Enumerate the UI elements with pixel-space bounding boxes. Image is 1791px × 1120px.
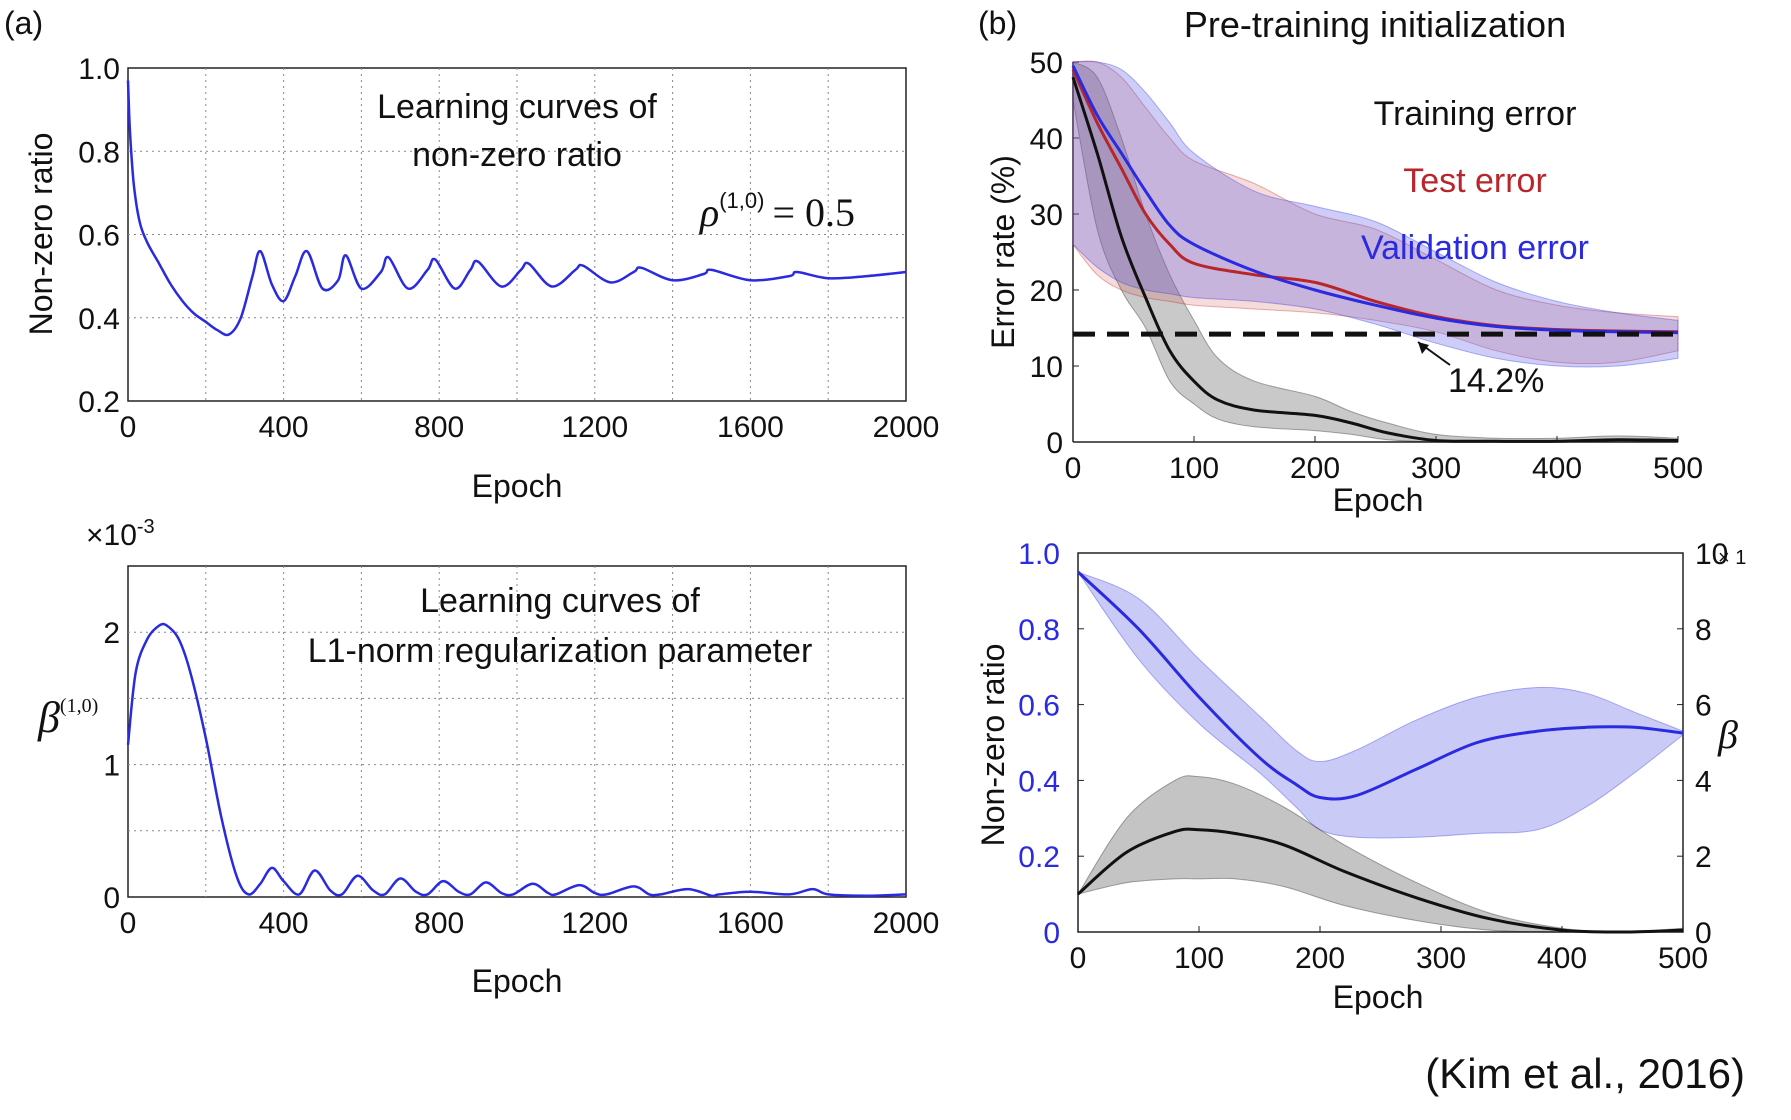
- chart-error-rate-b: 0 100 200 300 400 500 0 10 20 30 40 50 14.2% Pre-trai…: [985, 4, 1703, 518]
- y-axis-label: Error rate (%): [985, 155, 1021, 349]
- y-axis-label-left: Non-zero ratio: [975, 644, 1011, 847]
- rho-symbol: ρ: [698, 190, 719, 235]
- legend-label-1: Test error: [1403, 162, 1547, 200]
- y-tick-label: 50: [1030, 47, 1063, 80]
- x-tick-label: 400: [1537, 942, 1587, 975]
- y-tick-label-left: 0.4: [1018, 765, 1060, 798]
- confidence-band-nonzero: [1076, 570, 1684, 839]
- x-tick-label: 0: [1065, 452, 1082, 485]
- y-axis-label-right: β: [1717, 712, 1738, 757]
- legend-label-2: Validation error: [1361, 229, 1589, 267]
- y-tick-label-left: 0.2: [1018, 841, 1060, 874]
- y-tick-label: 1.0: [78, 53, 120, 86]
- chart-beta-a: 0 400 800 1200 1600 2000 0 1 2 Learning curves of…: [37, 516, 939, 999]
- y-tick-label-left: 1.0: [1018, 538, 1060, 571]
- series-line-nonzero-ratio: [126, 80, 907, 337]
- x-tick-label: 300: [1416, 942, 1466, 975]
- y-tick-label-right: 6: [1695, 690, 1712, 723]
- y-tick-label-right: 4: [1695, 765, 1712, 798]
- beta-superscript: (1,0): [60, 695, 98, 717]
- series-line-beta: [126, 622, 907, 898]
- y-tick-label: 40: [1030, 123, 1063, 156]
- y-tick-label-left: 0: [1043, 917, 1060, 950]
- x-tick-label: 1600: [717, 907, 784, 940]
- rho-superscript: (1,0): [719, 188, 764, 213]
- x-tick-label: 200: [1290, 452, 1340, 485]
- y-tick-label: 0.8: [78, 136, 120, 169]
- x-tick-label: 400: [259, 907, 309, 940]
- x-axis-label: Epoch: [1333, 482, 1424, 518]
- y-tick-label: 0.6: [78, 220, 120, 253]
- y-tick-label: 0.4: [78, 303, 120, 336]
- x-tick-label: 800: [414, 907, 464, 940]
- beta-symbol: β: [37, 693, 60, 742]
- x-tick-label: 400: [259, 411, 309, 444]
- y-tick-label-left: 0.8: [1018, 614, 1060, 647]
- x-tick-label: 400: [1532, 452, 1582, 485]
- chart-title-line-2: non-zero ratio: [412, 136, 622, 174]
- chart-nonzero-beta-b: 0 100 200 300 400 50000.20.40.60.81.00246810×…: [975, 538, 1746, 1015]
- x-tick-label: 0: [120, 907, 137, 940]
- rho-value: = 0.5: [772, 190, 855, 235]
- plot-area: [1077, 552, 1684, 933]
- y-tick-label: 2: [103, 617, 120, 650]
- confidence-band-test: [1072, 60, 1679, 365]
- chart-title-line-1: Learning curves of: [377, 88, 657, 126]
- right-scale-label: × 1: [1718, 547, 1746, 569]
- x-axis-label: Epoch: [1333, 979, 1424, 1015]
- y-tick-label: 20: [1030, 275, 1063, 308]
- chart-title-line-2: L1-norm regularization parameter: [308, 632, 813, 670]
- y-axis-label: Non-zero ratio: [23, 133, 59, 336]
- y-tick-label: 1: [103, 750, 120, 783]
- x-tick-label: 300: [1411, 452, 1461, 485]
- y-tick-label-right: 10: [1695, 538, 1728, 571]
- x-tick-label: 200: [1295, 942, 1345, 975]
- x-tick-label: 1200: [561, 411, 628, 444]
- series-line-validation: [1071, 65, 1679, 335]
- x-tick-label: 2000: [873, 411, 940, 444]
- series-line-nonzero: [1076, 570, 1684, 801]
- panel-label-b: (b): [978, 5, 1017, 41]
- x-tick-label: 1600: [717, 411, 784, 444]
- x-tick-label: 800: [414, 411, 464, 444]
- reference-arrowhead: [1418, 342, 1429, 354]
- confidence-band-training: [1072, 61, 1679, 443]
- rho-annotation: ρ(1,0) = 0.5: [698, 188, 855, 235]
- y-axis-label: β(1,0): [37, 693, 98, 742]
- y-tick-label: 30: [1030, 199, 1063, 232]
- chart-title-line-1: Learning curves of: [420, 582, 700, 620]
- x-tick-label: 100: [1174, 942, 1224, 975]
- x-tick-label: 0: [1070, 942, 1087, 975]
- x-axis-label: Epoch: [472, 468, 563, 504]
- x-tick-label: 2000: [873, 907, 940, 940]
- confidence-band-validation: [1072, 60, 1679, 368]
- y-tick-label: 0: [103, 882, 120, 915]
- y-tick-label: 0.2: [78, 386, 120, 419]
- y-tick-label: 10: [1030, 351, 1063, 384]
- y-tick-label-right: 2: [1695, 841, 1712, 874]
- y-scale-exponent: -3: [137, 516, 155, 538]
- y-scale-label: ×10-3: [86, 516, 155, 552]
- x-tick-label: 100: [1169, 452, 1219, 485]
- x-tick-label: 500: [1658, 942, 1708, 975]
- series-line-beta: [1077, 827, 1684, 934]
- confidence-band-beta: [1076, 775, 1684, 933]
- x-tick-label: 0: [120, 411, 137, 444]
- y-tick-label-left: 0.6: [1018, 690, 1060, 723]
- citation: (Kim et al., 2016): [1425, 1050, 1745, 1097]
- panel-label-a: (a): [4, 5, 43, 41]
- series-line-training: [1071, 76, 1679, 443]
- y-tick-label-right: 8: [1695, 614, 1712, 647]
- legend-label-0: Training error: [1374, 95, 1577, 133]
- reference-label: 14.2%: [1448, 362, 1544, 400]
- y-scale-base: ×10: [86, 519, 137, 552]
- chart-nonzero-ratio-a: 0 400 800 1200 1600 2000 0.2 0.4 0.6 0.8 1.0 Learni…: [23, 53, 939, 504]
- x-tick-label: 1200: [561, 907, 628, 940]
- y-tick-label-right: 0: [1695, 917, 1712, 950]
- y-tick-label: 0: [1046, 427, 1063, 460]
- x-tick-label: 500: [1653, 452, 1703, 485]
- x-axis-label: Epoch: [472, 963, 563, 999]
- chart-title: Pre-training initialization: [1184, 4, 1566, 45]
